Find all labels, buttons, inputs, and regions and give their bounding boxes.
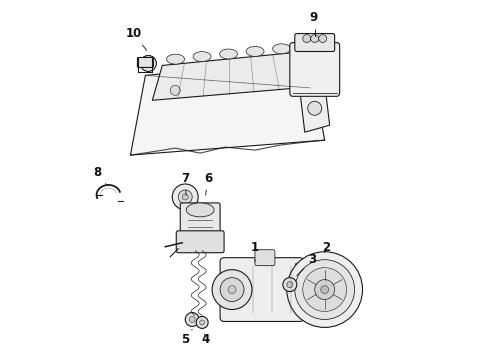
FancyBboxPatch shape [137,58,153,67]
Circle shape [321,285,329,293]
Ellipse shape [167,54,185,64]
Circle shape [295,260,355,319]
Circle shape [212,270,252,310]
Circle shape [303,268,346,311]
Ellipse shape [193,51,211,62]
FancyBboxPatch shape [290,42,340,96]
Text: 7: 7 [181,171,189,195]
Ellipse shape [220,49,238,59]
FancyBboxPatch shape [295,263,308,276]
FancyBboxPatch shape [255,250,275,266]
FancyBboxPatch shape [176,231,224,253]
Text: 6: 6 [204,171,212,195]
Text: 5: 5 [181,329,192,346]
Circle shape [200,320,205,325]
Circle shape [189,316,195,323]
Ellipse shape [186,203,214,217]
Circle shape [311,35,319,42]
Text: 3: 3 [297,253,317,276]
Ellipse shape [246,46,264,57]
Circle shape [308,101,322,115]
Polygon shape [130,60,325,155]
FancyBboxPatch shape [295,33,335,51]
Circle shape [172,184,198,210]
Circle shape [287,282,293,288]
Circle shape [228,285,236,293]
Circle shape [303,35,311,42]
Polygon shape [152,53,305,100]
Text: 2: 2 [321,241,330,254]
Circle shape [141,55,156,71]
FancyBboxPatch shape [220,258,304,321]
Text: 9: 9 [310,11,318,31]
Circle shape [315,280,335,300]
Circle shape [178,190,192,204]
FancyBboxPatch shape [180,203,220,235]
Circle shape [220,278,244,302]
FancyBboxPatch shape [295,301,308,314]
Circle shape [145,59,152,67]
Circle shape [171,85,180,95]
Text: 10: 10 [125,27,147,50]
Circle shape [283,278,297,292]
Circle shape [182,194,188,200]
Text: 4: 4 [201,333,209,346]
Polygon shape [300,84,330,132]
Text: 1: 1 [251,241,259,262]
Ellipse shape [272,44,291,54]
Circle shape [287,252,363,328]
Circle shape [318,35,327,42]
Text: 8: 8 [94,166,107,186]
Circle shape [185,312,199,327]
Circle shape [196,316,208,328]
